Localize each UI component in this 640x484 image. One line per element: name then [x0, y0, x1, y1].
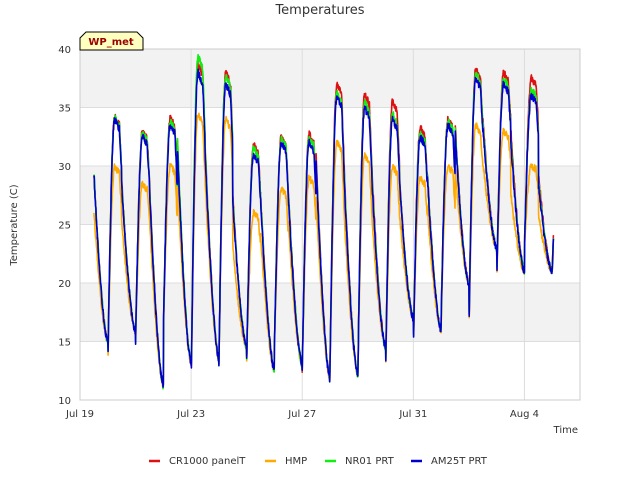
- station-badge: WP_met: [79, 31, 144, 51]
- chart-title: Temperatures: [274, 3, 364, 18]
- band-3: [80, 166, 580, 225]
- x-tick-labels: Jul 19 Jul 23 Jul 27 Jul 31 Aug 4: [65, 409, 539, 420]
- y-tick-label: 15: [58, 338, 71, 349]
- band-5: [80, 49, 580, 108]
- x-tick-label: Jul 27: [287, 409, 316, 420]
- plot-border: [79, 48, 581, 401]
- legend-label: CR1000 panelT: [169, 456, 246, 467]
- x-axis-label: Time: [553, 425, 578, 436]
- x-tick-label: Jul 31: [398, 409, 427, 420]
- y-tick-label: 40: [58, 45, 71, 56]
- background-bands: [80, 49, 580, 342]
- legend-label: NR01 PRT: [345, 456, 395, 467]
- legend: CR1000 panelT HMP NR01 PRT AM25T PRT: [149, 456, 488, 467]
- y-tick-label: 35: [58, 104, 71, 115]
- y-tick-label: 20: [58, 279, 71, 290]
- y-axis-label: Temperature (C): [9, 184, 20, 266]
- legend-label: HMP: [285, 456, 307, 467]
- y-tick-labels: 10 15 20 25 30 35 40: [58, 45, 71, 407]
- x-tick-label: Aug 4: [510, 409, 539, 420]
- badge-label: WP_met: [88, 37, 134, 48]
- series-line-am25t-prt: [93, 68, 555, 388]
- y-tick-label: 30: [58, 162, 71, 173]
- y-tick-label: 25: [58, 221, 71, 232]
- y-tick-label: 10: [58, 396, 71, 407]
- x-tick-label: Jul 23: [176, 409, 205, 420]
- x-tick-label: Jul 19: [65, 409, 94, 420]
- legend-label: AM25T PRT: [431, 456, 488, 467]
- badge-shape: [79, 31, 144, 51]
- series-layer: [93, 53, 555, 390]
